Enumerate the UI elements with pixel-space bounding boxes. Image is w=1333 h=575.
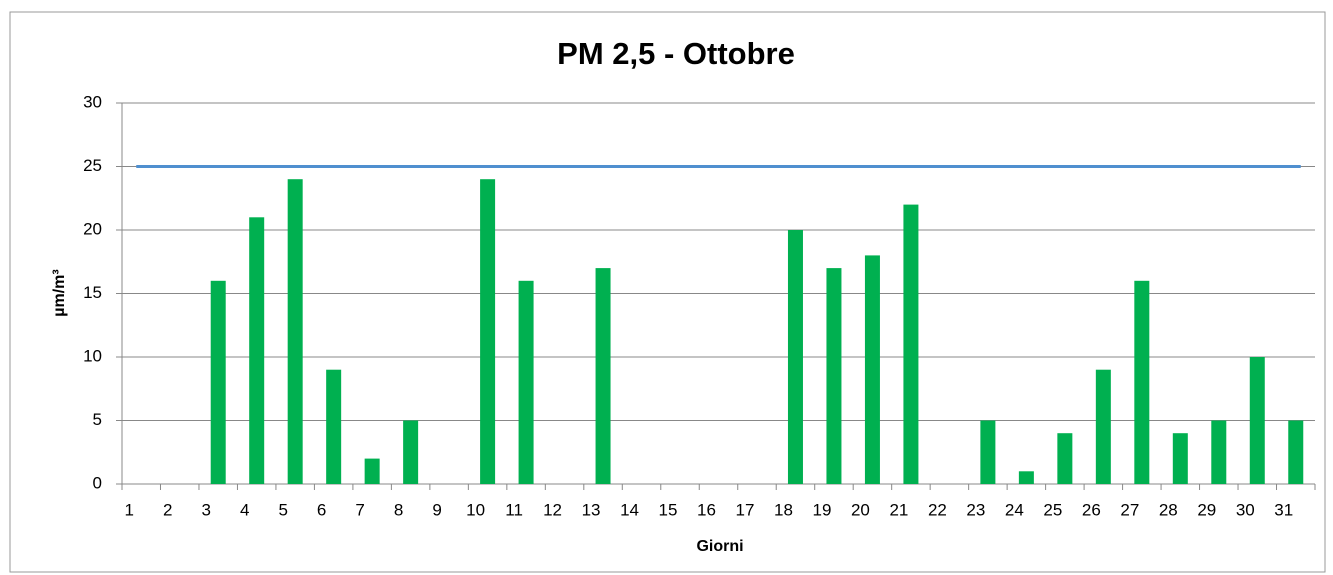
y-tick-label: 30 (83, 92, 102, 111)
x-tick-label: 2 (163, 500, 172, 519)
x-tick-label: 21 (889, 500, 908, 519)
x-tick-label: 8 (394, 500, 403, 519)
chart-title: PM 2,5 - Ottobre (557, 36, 795, 71)
x-tick-label: 23 (966, 500, 985, 519)
bar (1134, 280, 1150, 484)
bar (249, 217, 265, 485)
x-axis-title: Giorni (696, 538, 743, 555)
x-tick-label: 18 (774, 500, 793, 519)
y-tick-label: 0 (93, 473, 102, 492)
y-tick-label: 10 (83, 346, 102, 365)
x-tick-label: 26 (1082, 500, 1101, 519)
x-tick-label: 6 (317, 500, 326, 519)
bar (980, 420, 996, 484)
x-tick-label: 28 (1159, 500, 1178, 519)
x-tick-label: 3 (201, 500, 210, 519)
bar (364, 458, 380, 484)
bar (403, 420, 419, 484)
chart-frame (9, 11, 1326, 573)
bar (326, 369, 342, 484)
y-tick-label: 25 (83, 156, 102, 175)
x-tick-label: 30 (1236, 500, 1255, 519)
x-tick-label: 12 (543, 500, 562, 519)
x-tick-label: 17 (736, 500, 755, 519)
x-tick-label: 9 (432, 500, 441, 519)
y-axis-title: µm/m³ (51, 269, 68, 316)
x-tick-label: 5 (278, 500, 287, 519)
x-tick-label: 16 (697, 500, 716, 519)
x-tick-label: 4 (240, 500, 249, 519)
x-tick-label: 10 (466, 500, 485, 519)
y-tick-label: 20 (83, 219, 102, 238)
x-tick-label: 27 (1120, 500, 1139, 519)
bar (210, 280, 226, 484)
bar (1018, 471, 1034, 484)
x-tick-label: 14 (620, 500, 639, 519)
bar (826, 268, 842, 484)
y-tick-label: 15 (83, 283, 102, 302)
bar (1211, 420, 1227, 484)
x-tick-label: 29 (1197, 500, 1216, 519)
x-tick-label: 31 (1274, 500, 1293, 519)
bar (518, 280, 534, 484)
bar (1095, 369, 1111, 484)
x-tick-label: 13 (582, 500, 601, 519)
bar (1172, 433, 1188, 484)
x-tick-label: 22 (928, 500, 947, 519)
bar (1249, 357, 1265, 484)
x-tick-label: 25 (1043, 500, 1062, 519)
bar (480, 179, 496, 484)
bar (1288, 420, 1304, 484)
x-tick-label: 24 (1005, 500, 1024, 519)
x-tick-label: 15 (659, 500, 678, 519)
bar (787, 230, 803, 484)
x-tick-label: 11 (505, 500, 523, 519)
x-tick-label: 20 (851, 500, 870, 519)
bar (903, 204, 919, 484)
x-tick-label: 1 (125, 500, 134, 519)
x-tick-label: 7 (355, 500, 364, 519)
bar (864, 255, 880, 484)
bar (595, 268, 611, 484)
bar (1057, 433, 1073, 484)
bar (287, 179, 303, 484)
y-tick-label: 5 (93, 410, 102, 429)
x-tick-label: 19 (812, 500, 831, 519)
